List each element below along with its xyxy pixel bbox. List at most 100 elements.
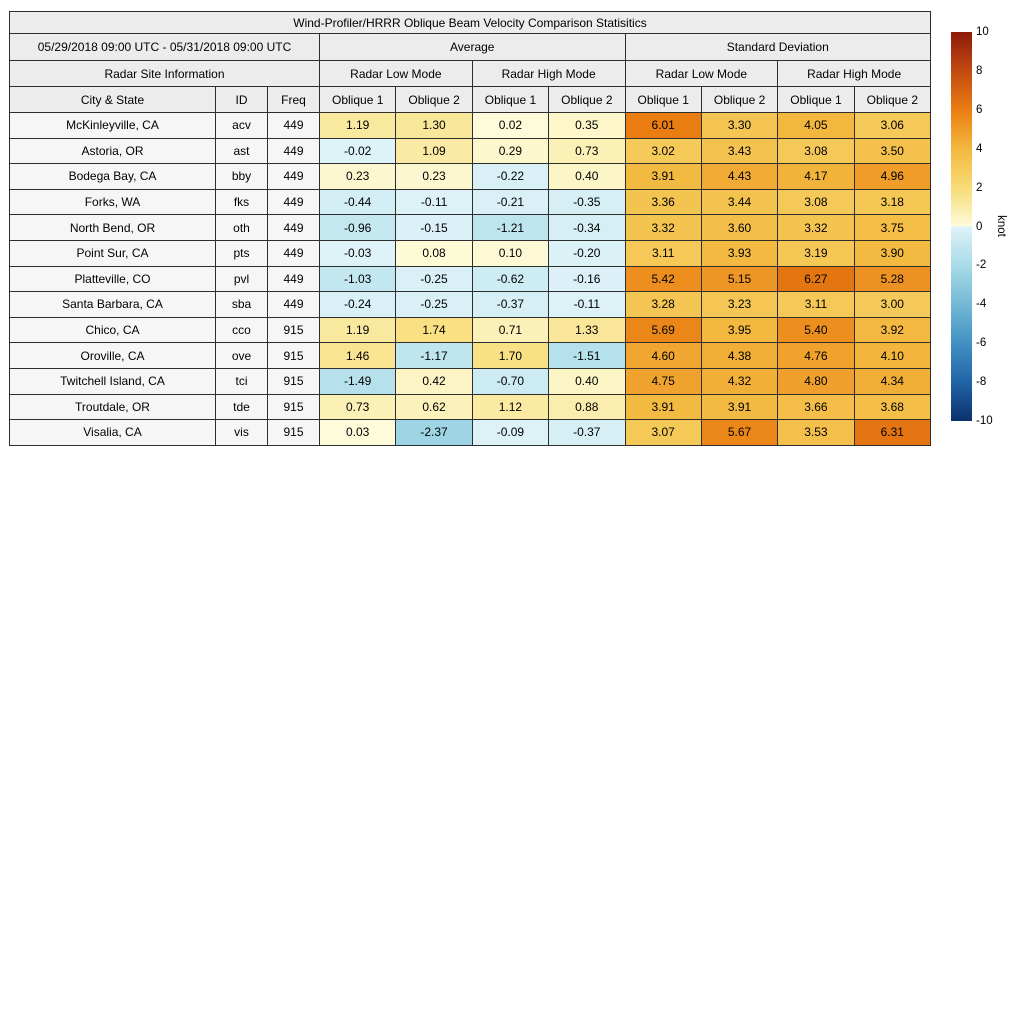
value-cell: 3.68	[853, 393, 932, 421]
value-cell: 6.31	[853, 419, 932, 446]
value-cell: 3.02	[624, 137, 702, 165]
col-header-oblique1-std-low: Oblique 1	[624, 86, 702, 113]
col-header-oblique1-avg-low: Oblique 1	[318, 86, 397, 113]
value-cell: -0.24	[318, 291, 397, 318]
city-cell: Bodega Bay, CA	[9, 163, 216, 190]
site-id-cell: ove	[215, 342, 268, 369]
value-cell: 4.34	[853, 367, 932, 395]
value-cell: 0.42	[395, 367, 473, 395]
value-cell: 3.19	[777, 239, 855, 267]
value-cell: 3.06	[853, 112, 932, 139]
freq-cell: 449	[267, 214, 320, 241]
table-row: Troutdale, OR tde 915 0.73 0.62 1.12 0.88 3.91 3…	[9, 393, 932, 421]
colorbar-tick-label: -4	[976, 298, 987, 311]
value-cell: -1.03	[318, 265, 397, 293]
value-cell: 6.01	[624, 112, 702, 139]
city-cell: Chico, CA	[9, 316, 216, 344]
value-cell: 3.28	[624, 291, 702, 318]
value-cell: 4.17	[777, 163, 855, 190]
value-cell: -0.25	[395, 291, 473, 318]
value-cell: -0.15	[395, 214, 473, 241]
site-id-cell: acv	[215, 112, 268, 139]
colorbar-tick-label: -10	[976, 415, 993, 427]
value-cell: 4.75	[624, 367, 702, 395]
value-cell: 3.11	[777, 291, 855, 318]
value-cell: -0.02	[318, 137, 397, 165]
site-id-cell: fks	[215, 188, 268, 216]
value-cell: 5.40	[777, 316, 855, 344]
colorbar-tick-label: 10	[976, 26, 989, 38]
date-range: 05/29/2018 09:00 UTC - 05/31/2018 09:00 …	[9, 33, 320, 61]
value-cell: 3.75	[853, 214, 932, 241]
value-cell: 3.43	[700, 137, 779, 165]
value-cell: 3.11	[624, 239, 702, 267]
group-header-row: 05/29/2018 09:00 UTC - 05/31/2018 09:00 …	[9, 33, 931, 61]
value-cell: -0.11	[548, 291, 626, 318]
value-cell: -1.51	[548, 342, 626, 369]
freq-cell: 449	[267, 239, 320, 267]
value-cell: 3.30	[700, 112, 779, 139]
value-cell: -0.20	[548, 239, 626, 267]
value-cell: 4.10	[853, 342, 932, 369]
value-cell: -1.21	[471, 214, 550, 241]
table-title: Wind-Profiler/HRRR Oblique Beam Velocity…	[9, 11, 931, 34]
table-row: Visalia, CA vis 915 0.03 -2.37 -0.09 -0.37 3.07…	[9, 419, 932, 446]
value-cell: -0.25	[395, 265, 473, 293]
col-header-id: ID	[215, 86, 268, 113]
value-cell: 1.19	[318, 112, 397, 139]
city-cell: Visalia, CA	[9, 419, 216, 446]
value-cell: 4.80	[777, 367, 855, 395]
city-cell: Twitchell Island, CA	[9, 367, 216, 395]
value-cell: 4.96	[853, 163, 932, 190]
col-header-oblique1-std-high: Oblique 1	[777, 86, 855, 113]
site-id-cell: tde	[215, 393, 268, 421]
colorbar-tick-label: -8	[976, 376, 987, 389]
value-cell: 5.69	[624, 316, 702, 344]
value-cell: 3.00	[853, 291, 932, 318]
site-id-cell: pts	[215, 239, 268, 267]
value-cell: -0.44	[318, 188, 397, 216]
value-cell: -0.09	[471, 419, 550, 446]
value-cell: 5.42	[624, 265, 702, 293]
value-cell: 6.27	[777, 265, 855, 293]
colorbar-tick-label: 6	[976, 103, 983, 116]
value-cell: 4.76	[777, 342, 855, 369]
mode-header-avg-high: Radar High Mode	[471, 60, 626, 87]
value-cell: 3.23	[700, 291, 779, 318]
colorbar-tick-label: -2	[976, 259, 987, 272]
value-cell: 1.74	[395, 316, 473, 344]
value-cell: 3.91	[624, 163, 702, 190]
value-cell: 4.32	[700, 367, 779, 395]
freq-cell: 915	[267, 342, 320, 369]
city-cell: Forks, WA	[9, 188, 216, 216]
table-row: Santa Barbara, CA sba 449 -0.24 -0.25 -0.37 -0…	[9, 291, 932, 318]
group-header-average: Average	[319, 33, 626, 61]
table-row: Astoria, OR ast 449 -0.02 1.09 0.29 0.73 3.02 3.…	[9, 137, 932, 165]
freq-cell: 915	[267, 419, 320, 446]
table-row: Oroville, CA ove 915 1.46 -1.17 1.70 -1.51 4.60…	[9, 342, 932, 369]
value-cell: 1.12	[471, 393, 550, 421]
colorbar-tick-label: 4	[976, 142, 983, 155]
mode-header-avg-low: Radar Low Mode	[319, 60, 473, 87]
value-cell: 3.93	[700, 239, 779, 267]
colorbar-gradient	[951, 32, 972, 421]
city-cell: Astoria, OR	[9, 137, 216, 165]
value-cell: 0.40	[548, 367, 626, 395]
table-row: Bodega Bay, CA bby 449 0.23 0.23 -0.22 0.40 3.9…	[9, 163, 932, 190]
group-header-standard-deviation: Standard Deviation	[624, 33, 931, 61]
value-cell: 3.07	[624, 419, 702, 446]
value-cell: 0.10	[471, 239, 550, 267]
table-row: Point Sur, CA pts 449 -0.03 0.08 0.10 -0.20 3.1…	[9, 239, 932, 267]
city-cell: Troutdale, OR	[9, 393, 216, 421]
value-cell: 0.02	[471, 112, 550, 139]
value-cell: -0.21	[471, 188, 550, 216]
value-cell: 1.33	[548, 316, 626, 344]
mode-header-std-high: Radar High Mode	[777, 60, 931, 87]
value-cell: 3.32	[624, 214, 702, 241]
value-cell: 3.91	[624, 393, 702, 421]
value-cell: 0.73	[548, 137, 626, 165]
city-cell: Oroville, CA	[9, 342, 216, 369]
value-cell: -0.62	[471, 265, 550, 293]
title-row: Wind-Profiler/HRRR Oblique Beam Velocity…	[9, 11, 931, 34]
